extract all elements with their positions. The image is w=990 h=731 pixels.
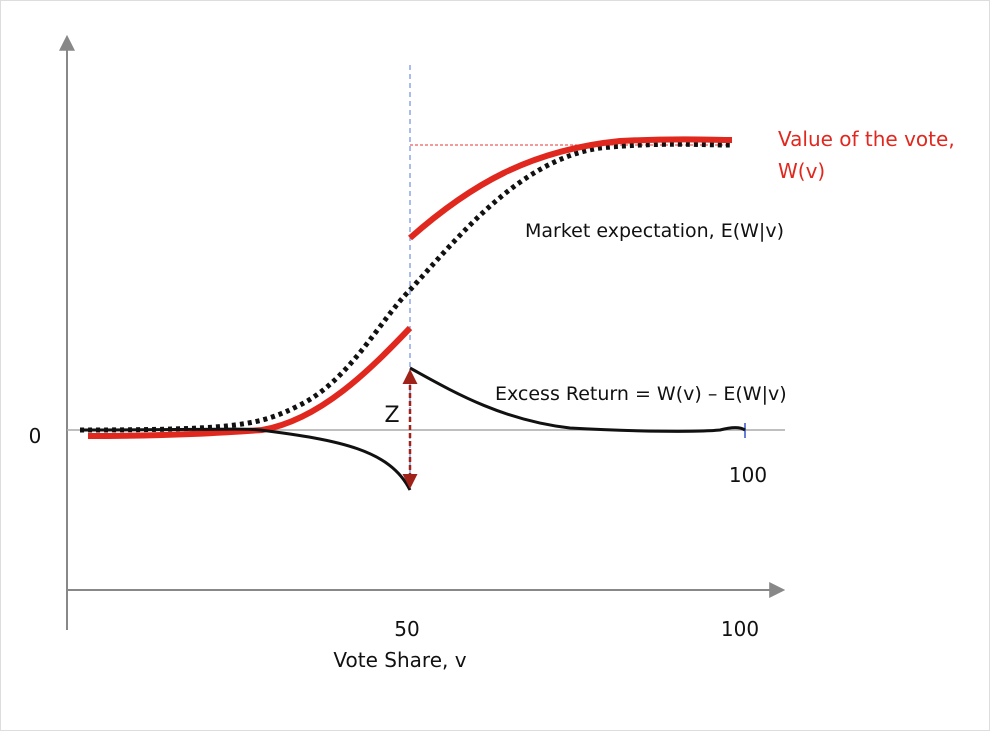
x-axis-label: Vote Share, v xyxy=(333,648,466,672)
value-curve-left xyxy=(87,325,413,439)
x-tick-label: 50 xyxy=(394,617,419,641)
y-zero-label: 0 xyxy=(29,424,42,448)
zero-line-end-label: 100 xyxy=(729,463,767,487)
x-tick-label: 100 xyxy=(721,617,759,641)
jump-label: Z xyxy=(384,403,399,428)
value-label: Value of the vote, xyxy=(778,127,955,151)
value-label: W(v) xyxy=(778,159,825,183)
value-curve-right xyxy=(408,136,733,241)
excess-label: Excess Return = W(v) – E(W|v) xyxy=(495,383,787,405)
expectation-curve xyxy=(79,141,731,433)
excess-curve-right xyxy=(409,366,746,433)
expectation-label: Market expectation, E(W|v) xyxy=(525,220,784,242)
excess-curve-left xyxy=(79,427,412,491)
